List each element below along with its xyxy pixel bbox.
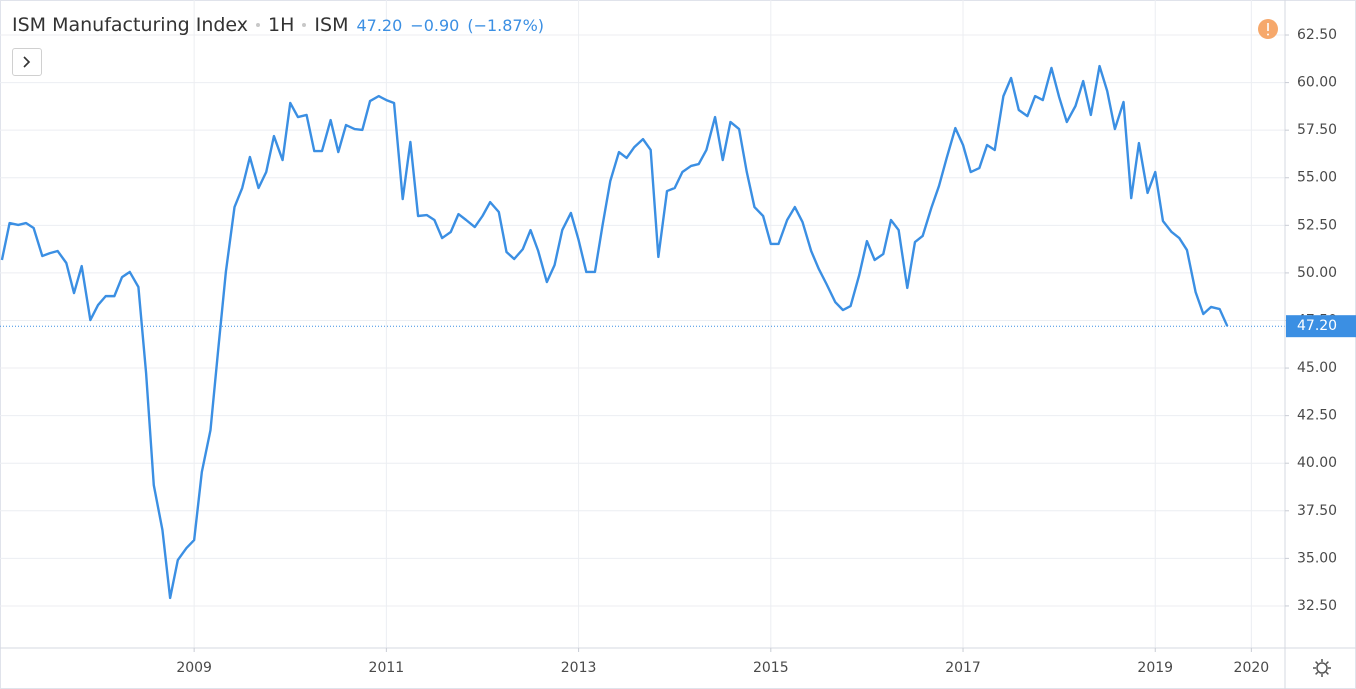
separator [302,23,307,27]
x-tick-label: 2015 [753,660,789,676]
expand-button[interactable] [12,48,42,76]
change: −0.90 [410,15,460,35]
y-tick-label: 60.00 [1297,75,1337,91]
price-label-box [1286,315,1356,338]
y-tick-label: 55.00 [1297,170,1337,186]
chevron-path [23,56,31,68]
settings-icon[interactable] [1313,659,1331,677]
grid [0,0,1285,648]
last-value: 47.20 [356,15,403,35]
exchange: ISM [314,14,349,36]
alert-dot [1267,33,1269,36]
x-tick-label: 2009 [176,660,212,676]
x-tick-label: 2020 [1234,660,1270,676]
y-tick-label: 35.00 [1297,550,1337,566]
x-tick-label: 2017 [945,660,981,676]
x-tick-label: 2013 [561,660,597,676]
gear-ring [1316,662,1328,674]
x-tick-label: 2019 [1137,660,1173,676]
plot [0,64,1285,600]
interval: 1H [268,14,295,36]
gear-teeth [1313,659,1331,677]
separator [256,23,261,27]
y-tick-label: 50.00 [1297,265,1337,281]
y-tick-label: 52.50 [1297,217,1337,233]
symbol-title: ISM Manufacturing Index [12,14,249,36]
legend-header: ISM Manufacturing Index 1H ISM 47.20 −0.… [12,14,544,36]
change-percent: (−1.87%) [467,15,545,35]
y-tick-label: 45.00 [1297,360,1337,376]
y-tick-label: 37.50 [1297,503,1337,519]
y-tick-label: 42.50 [1297,408,1337,424]
y-tick-label: 57.50 [1297,122,1337,138]
price-label: 47.20 [1297,318,1337,334]
y-tick-label: 32.50 [1297,598,1337,614]
axes: 32.5035.0037.5040.0042.5045.0047.5050.00… [176,27,1356,676]
x-tick-label: 2011 [369,660,405,676]
chevron [23,56,31,68]
y-tick-label: 40.00 [1297,455,1337,471]
line-series [0,64,1229,600]
y-tick-label: 62.50 [1297,27,1337,43]
